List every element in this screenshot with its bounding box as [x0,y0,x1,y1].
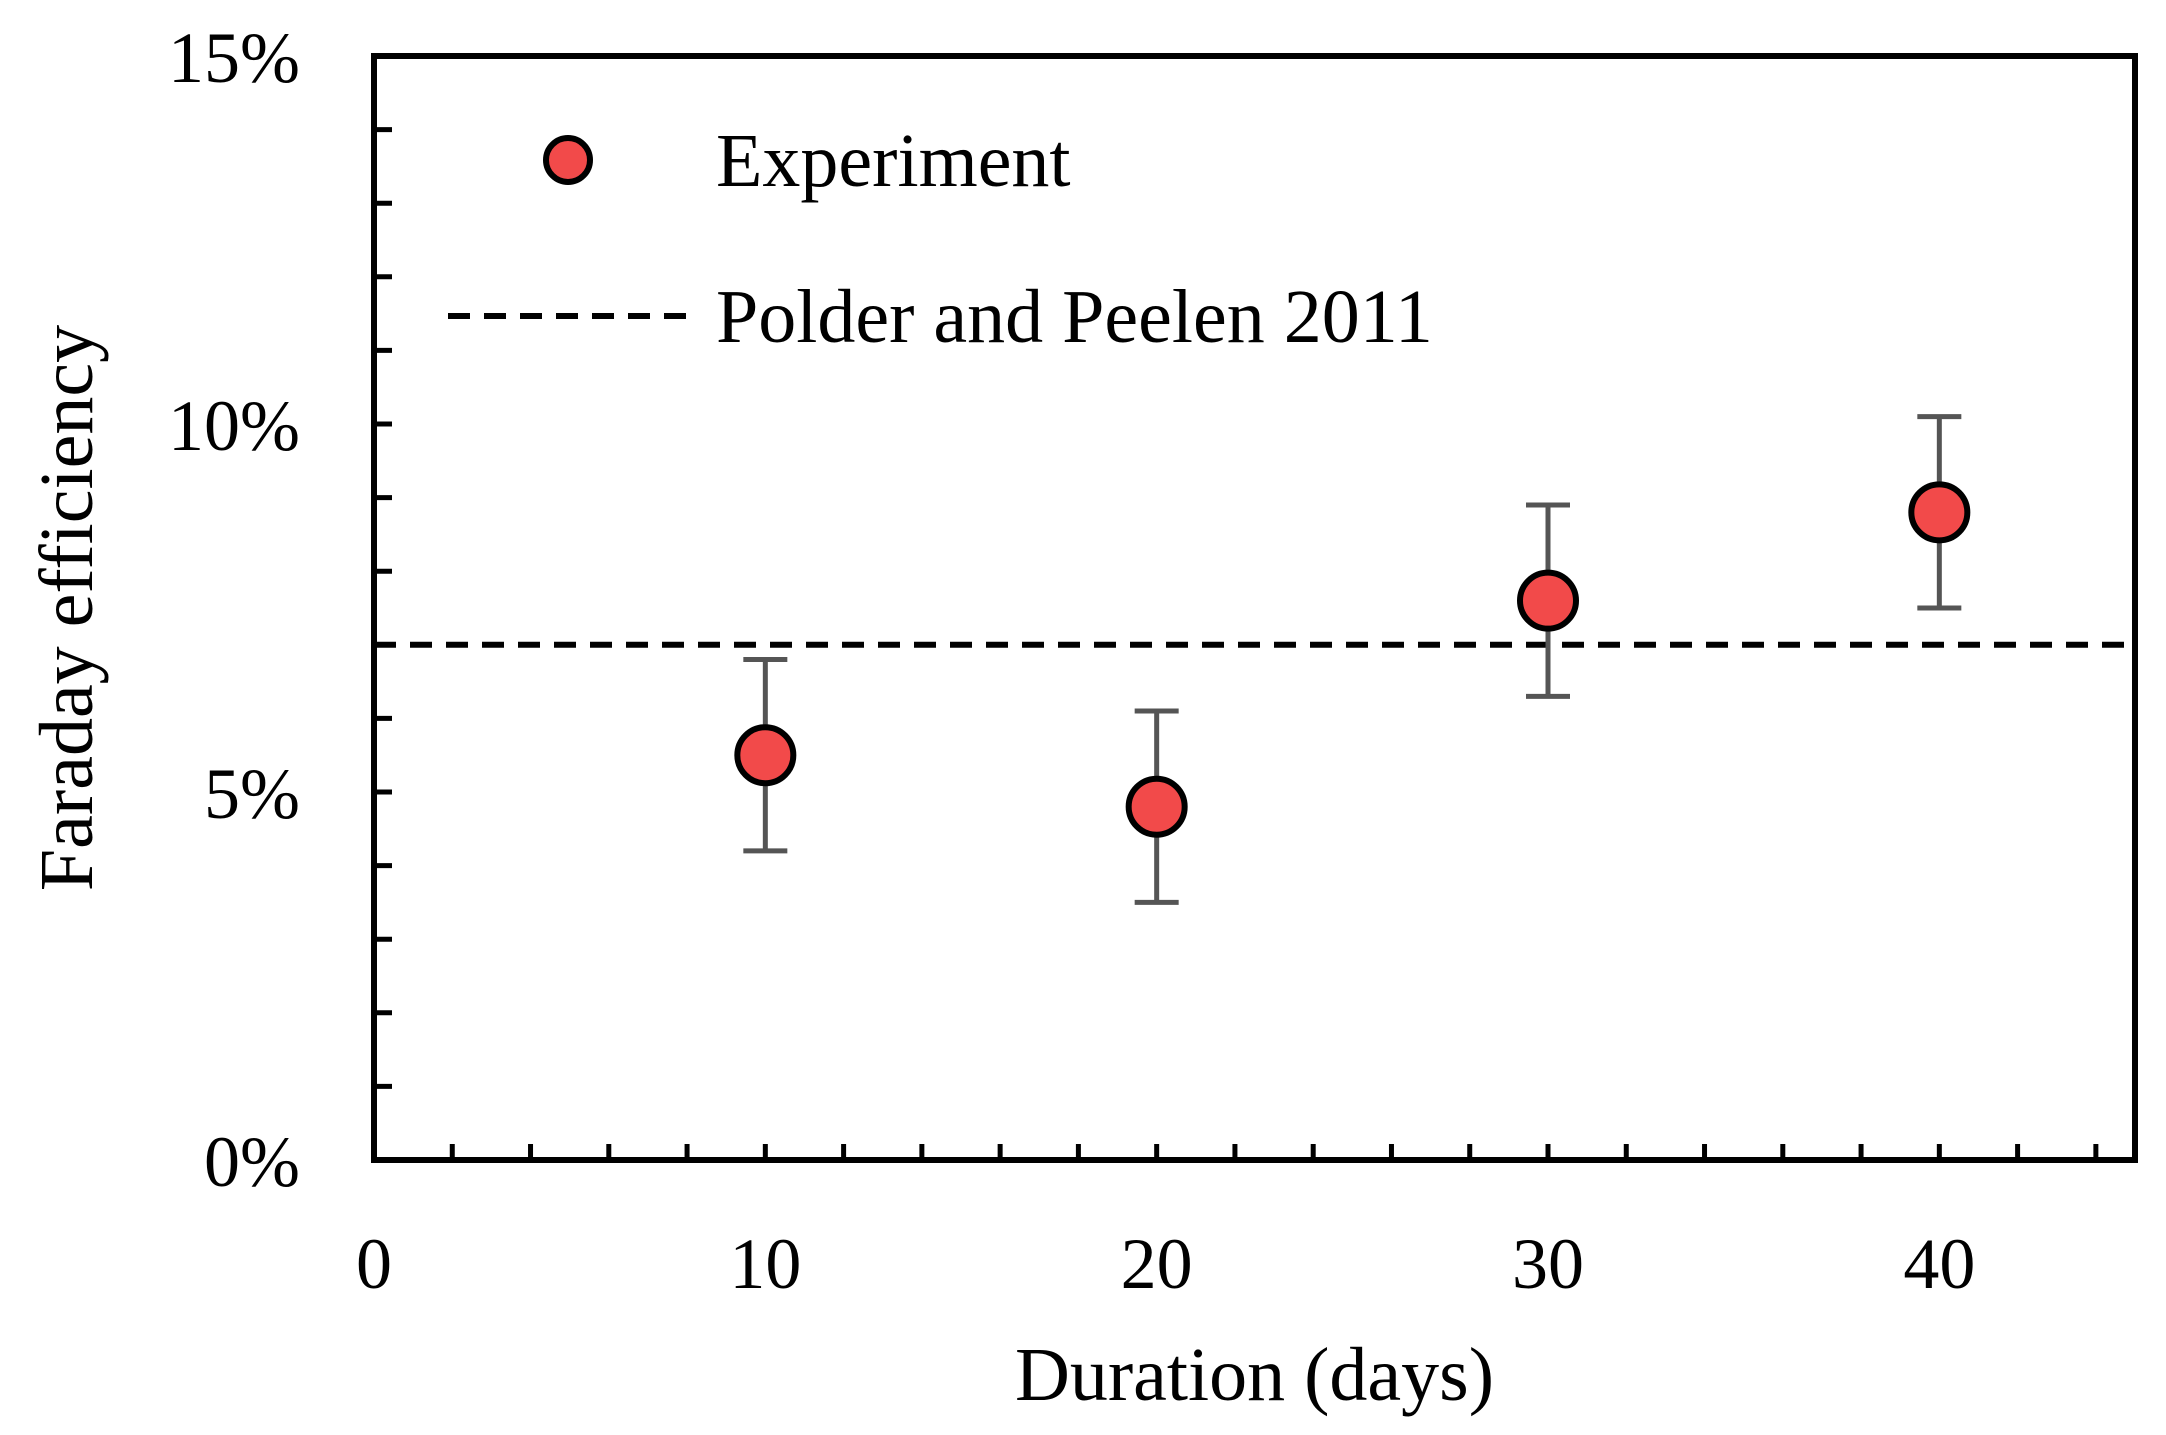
y-tick-label: 0% [204,1122,300,1202]
x-axis-label: Duration (days) [1015,1333,1494,1417]
legend-label-experiment: Experiment [716,119,1071,203]
y-tick-label: 5% [204,754,300,834]
x-tick-label: 10 [729,1224,801,1304]
legend: Experiment Polder and Peelen 2011 [448,119,1433,359]
y-axis-label: Faraday efficiency [25,325,109,891]
plot-frame [371,53,2138,1163]
x-axis-ticks: 0 10 20 30 40 [356,1224,1975,1304]
error-bars [743,414,1962,905]
x-tick-label: 30 [1512,1224,1584,1304]
data-points [734,481,1971,838]
data-point [1125,775,1188,838]
legend-item-experiment: Experiment [543,119,1071,203]
data-point [1517,569,1579,632]
data-point [734,724,797,787]
x-tick-label: 20 [1121,1224,1193,1304]
y-tick-label: 15% [168,18,300,98]
x-tick-label: 40 [1903,1224,1975,1304]
legend-item-reference: Polder and Peelen 2011 [448,275,1433,359]
legend-marker-experiment [543,135,593,185]
x-tick-label: 0 [356,1224,392,1304]
data-point [1908,481,1971,544]
legend-label-reference: Polder and Peelen 2011 [716,275,1433,359]
y-tick-label: 10% [168,386,300,466]
y-axis-ticks: 0% 5% 10% 15% [168,18,300,1202]
